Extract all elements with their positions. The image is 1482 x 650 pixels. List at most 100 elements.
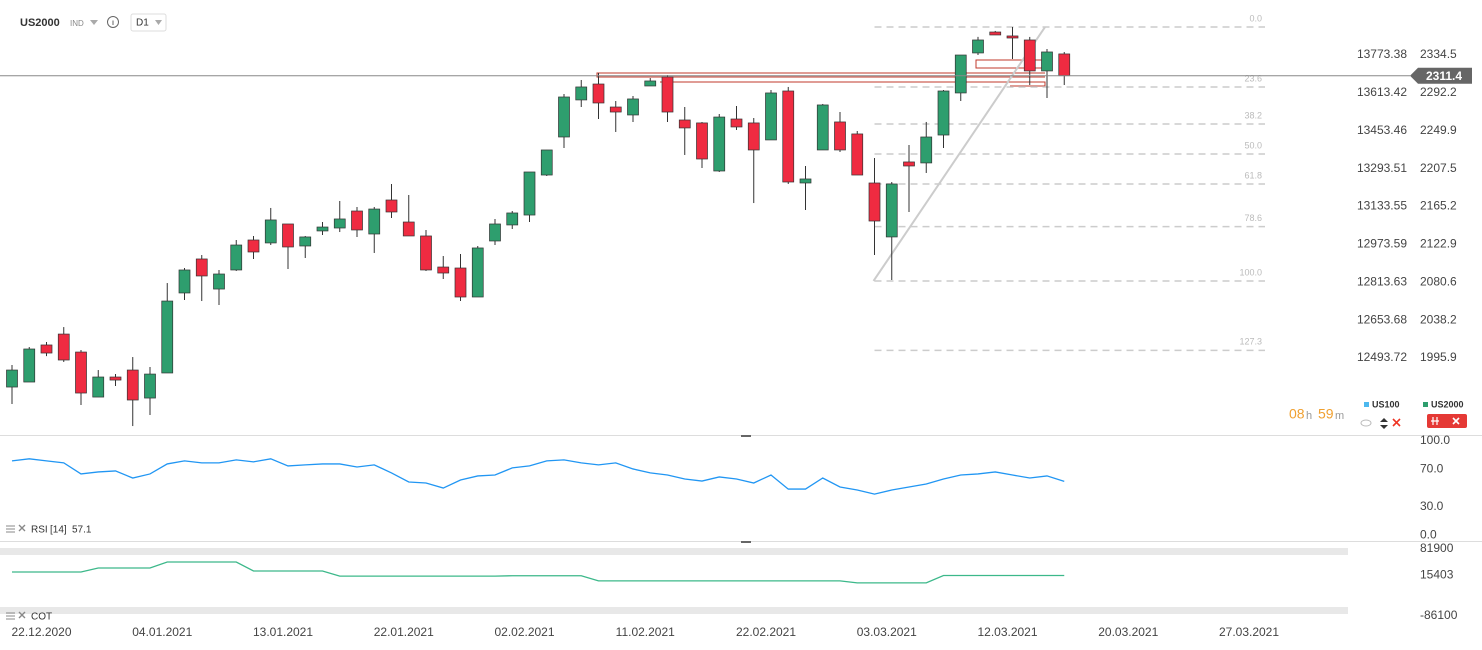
y-tick-label: 2122.9: [1420, 237, 1457, 251]
candle-body: [782, 90, 795, 183]
y-tick-label: 2292.2: [1420, 85, 1457, 99]
indicator-remove[interactable]: [18, 524, 26, 532]
candle-body: [316, 226, 329, 232]
legend-label[interactable]: US2000: [1431, 399, 1464, 409]
rsi-title: RSI: [31, 525, 48, 536]
last-price-label: 2311.4: [1426, 69, 1462, 83]
candle-body: [627, 98, 639, 116]
candle-body: [402, 221, 415, 237]
candle-body: [126, 369, 139, 401]
x-tick-label: 11.02.2021: [616, 625, 675, 639]
candle-body: [420, 235, 432, 271]
candle-body: [1041, 51, 1053, 72]
legend-label[interactable]: US100: [1372, 399, 1400, 409]
candle-body: [816, 104, 829, 151]
symbol[interactable]: US2000: [20, 17, 60, 29]
candle-body: [454, 267, 467, 298]
timeframe-dropdown[interactable]: [155, 20, 162, 25]
candle-body: [282, 223, 294, 248]
candle-body: [920, 136, 933, 164]
candle-body: [972, 39, 984, 54]
candle-body: [333, 218, 346, 229]
candle-body: [178, 269, 191, 294]
candle-body: [247, 239, 260, 253]
visibility-icon[interactable]: [1360, 419, 1372, 427]
timeframe-box[interactable]: [130, 13, 167, 32]
candle-body: [299, 236, 312, 247]
timeframe: D1: [136, 18, 149, 29]
x-tick-label: 13.01.2021: [253, 625, 313, 639]
x-tick-label: 20.03.2021: [1098, 625, 1158, 639]
candle-body: [644, 80, 657, 87]
y-tick-label: 70.0: [1420, 461, 1444, 475]
cot-band: [0, 548, 1348, 555]
candle-body: [75, 351, 87, 394]
indicator-line: [11, 458, 1065, 495]
fibonacci: 0.0 23.6 38.2 50.0 61.8 78.6 100.0 127.3: [872, 13, 1265, 352]
fib-level-label: 0.0: [1249, 13, 1262, 23]
candle-body: [6, 369, 18, 388]
countdown-minutes-unit: m: [1335, 410, 1344, 422]
fib-level-label: 78.6: [1244, 213, 1262, 223]
x-tick-label: 03.03.2021: [857, 625, 917, 639]
y-tick-label: 2249.9: [1420, 123, 1457, 137]
y-tick-label: 12813.63: [1357, 274, 1407, 288]
rsi-current: 57.1: [72, 525, 92, 536]
countdown-minutes: 59: [1318, 406, 1334, 422]
rsi-parameters: [14]: [50, 525, 67, 536]
candle-body: [575, 86, 588, 101]
symbol-dropdown[interactable]: [90, 20, 98, 25]
candle-body: [144, 373, 156, 399]
settings-icon[interactable]: [1431, 417, 1439, 425]
y-tick-label: 1995.9: [1420, 350, 1457, 364]
candle-body: [351, 210, 363, 231]
candle-body: [903, 161, 915, 167]
remove-icon[interactable]: [1392, 418, 1401, 427]
candle-body: [1023, 39, 1036, 72]
candle-body: [489, 223, 501, 242]
candle-body: [540, 149, 553, 176]
candle-body: [23, 348, 36, 383]
indicator-menu[interactable]: [6, 612, 15, 620]
indicator-menu[interactable]: [6, 525, 15, 533]
candle-body: [834, 121, 846, 151]
candle-body: [851, 133, 864, 176]
fib-level-label: 127.3: [1239, 337, 1262, 347]
candle-body: [730, 118, 743, 128]
y-tick-label: 2334.5: [1420, 47, 1457, 61]
candle-body: [437, 266, 450, 274]
candle-body: [592, 83, 605, 104]
y-tick-label: 13613.42: [1357, 85, 1407, 99]
y-tick-label: 13293.51: [1357, 161, 1407, 175]
candle-body: [40, 344, 53, 354]
fib-level-label: 61.8: [1244, 170, 1262, 180]
market: IND: [70, 19, 84, 28]
cot-title: COT: [31, 612, 52, 623]
y-tick-label: 12973.59: [1357, 237, 1407, 251]
candle-body: [109, 376, 122, 381]
candle-body: [92, 376, 105, 398]
x-tick-label: 22.01.2021: [374, 625, 434, 639]
reorder-icon[interactable]: [1380, 418, 1388, 429]
candle-body: [471, 247, 484, 298]
fib-level-label: 38.2: [1244, 110, 1262, 120]
candle-body: [264, 219, 277, 244]
candle-body: [523, 171, 536, 216]
y-tick-label: 2207.5: [1420, 161, 1457, 175]
y-tick-label: 100.0: [1420, 433, 1450, 447]
y-tick-label: 15403: [1420, 568, 1454, 582]
y-tick-label: 13453.46: [1357, 123, 1407, 137]
candle-body: [868, 182, 881, 222]
ray: [660, 81, 1046, 87]
ray: [596, 72, 1045, 78]
indicator-remove[interactable]: [18, 611, 26, 619]
last-price-tag: [1410, 67, 1472, 84]
countdown-hours-unit: h: [1306, 410, 1312, 422]
remove-icon[interactable]: [1452, 417, 1460, 425]
candle-body: [368, 208, 381, 235]
candle-body: [678, 119, 691, 129]
x-tick-label: 02.02.2021: [494, 625, 554, 639]
info-icon[interactable]: [107, 16, 119, 28]
candle-body: [161, 300, 174, 374]
